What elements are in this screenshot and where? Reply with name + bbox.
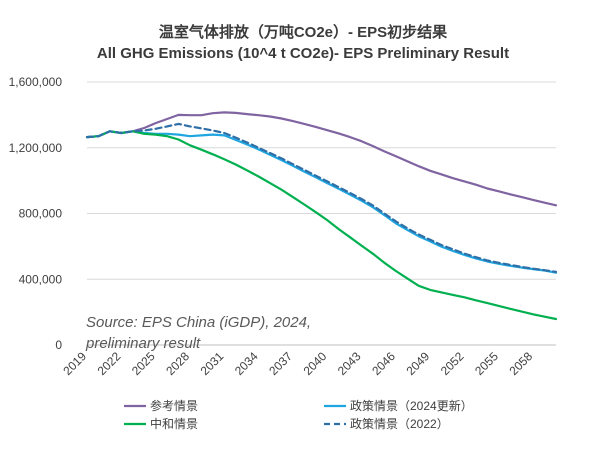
legend-label: 参考情景 — [150, 398, 198, 413]
y-tick-label: 1,200,000 — [9, 141, 63, 155]
x-tick-label: 2052 — [438, 349, 467, 378]
y-tick-label: 1,600,000 — [9, 75, 63, 89]
series-line — [85, 130, 558, 321]
x-tick-label: 2055 — [472, 349, 501, 378]
source-note-line-1: Source: EPS China (iGDP), 2024, — [86, 314, 311, 331]
x-tick-label: 2043 — [335, 349, 364, 378]
source-note-line-2: preliminary result — [85, 335, 201, 352]
series-lines — [85, 111, 558, 321]
x-tick-label: 2037 — [266, 349, 295, 378]
x-tick-label: 2031 — [198, 349, 227, 378]
series-line — [85, 130, 558, 274]
y-tick-label: 800,000 — [19, 207, 63, 221]
gridlines — [87, 81, 556, 346]
y-tick-label: 400,000 — [19, 272, 63, 286]
chart-title: 温室气体排放（万吨CO2e）- EPS初步结果 — [159, 23, 448, 41]
x-tick-label: 2019 — [60, 349, 89, 378]
series-line — [85, 122, 558, 273]
x-tick-label: 2058 — [506, 349, 535, 378]
y-tick-label: 0 — [55, 338, 62, 352]
legend-label: 中和情景 — [150, 416, 198, 431]
x-tick-label: 2025 — [129, 349, 158, 378]
legend: 参考情景 政策情景（2024更新） 中和情景 政策情景（2022） — [124, 398, 473, 431]
x-tick-label: 2040 — [301, 349, 330, 378]
legend-label: 政策情景（2024更新） — [350, 398, 473, 413]
series-line — [85, 111, 558, 207]
x-tick-label: 2049 — [404, 349, 433, 378]
x-tick-label: 2034 — [232, 349, 261, 378]
x-tick-label: 2022 — [95, 349, 124, 378]
x-tick-label: 2028 — [163, 349, 192, 378]
legend-label: 政策情景（2022） — [350, 417, 449, 431]
y-axis-ticks: 0 400,000 800,000 1,200,000 1,600,000 — [9, 75, 63, 352]
chart-subtitle: All GHG Emissions (10^4 t CO2e)- EPS Pre… — [97, 45, 509, 62]
x-axis-ticks: 2019 2022 2025 2028 2031 2034 2037 2040 2043 2046… — [60, 349, 535, 378]
x-tick-label: 2046 — [369, 349, 398, 378]
